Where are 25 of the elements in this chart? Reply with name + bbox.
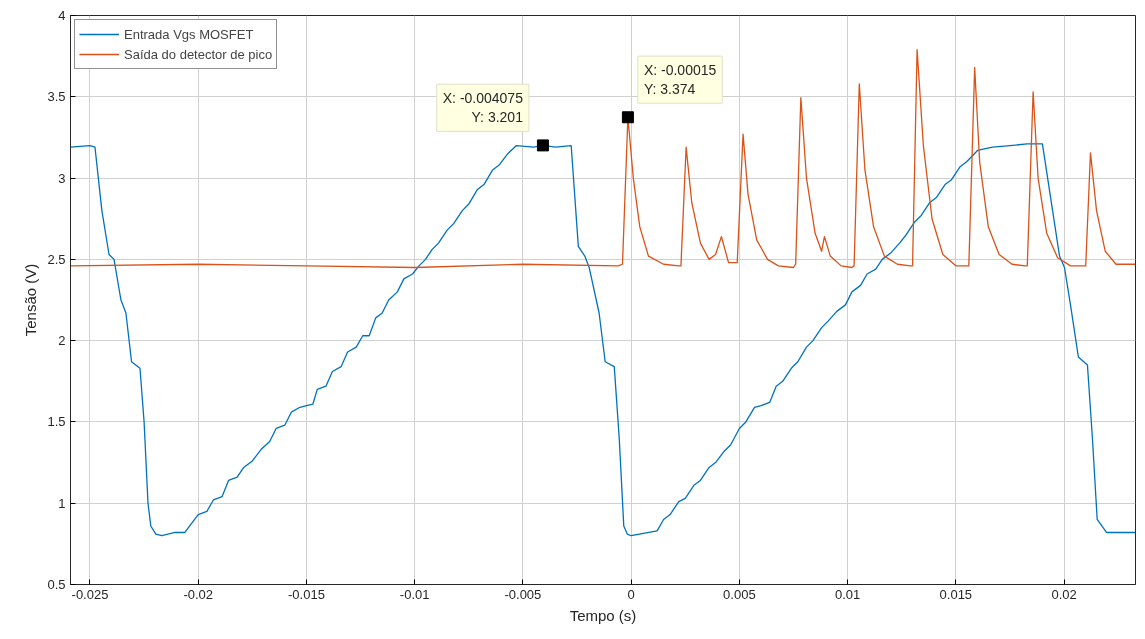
x-tick-label: 0.02 — [1051, 586, 1077, 602]
y-tick-label: 4 — [58, 8, 66, 23]
x-tick-label: -0.005 — [504, 586, 542, 602]
x-tick-label: -0.02 — [183, 586, 214, 602]
legend-label: Entrada Vgs MOSFET — [124, 26, 254, 42]
y-tick-label: 2 — [58, 333, 66, 349]
x-tick-label: 0.015 — [939, 586, 973, 602]
line-series — [70, 48, 1136, 269]
y-tick-label: 2.5 — [47, 251, 66, 267]
annotation: X: -0.004075 Y: 3.201 — [442, 90, 524, 126]
annotation: X: -0.00015 Y: 3.374 — [643, 62, 717, 98]
x-tick-label: 0 — [627, 586, 635, 602]
x-tick-label: -0.015 — [288, 586, 325, 602]
y-tick-label: 3.5 — [47, 89, 66, 105]
x-tick-label: 0.005 — [723, 586, 756, 602]
x-axis-title: Tempo (s) — [569, 606, 637, 624]
x-tick-label: -0.01 — [399, 586, 430, 602]
y-tick-label: 0.5 — [47, 577, 66, 592]
legend-label: Saída do detector de pico — [124, 46, 273, 62]
y-tick-label: 1.5 — [47, 414, 66, 430]
y-tick-label: 1 — [58, 495, 66, 511]
x-tick-label: 0.01 — [834, 586, 861, 602]
x-tick-label: -0.025 — [71, 586, 109, 602]
y-axis-title: Tensão (V) — [22, 263, 40, 337]
y-tick-label: 3 — [58, 170, 66, 186]
